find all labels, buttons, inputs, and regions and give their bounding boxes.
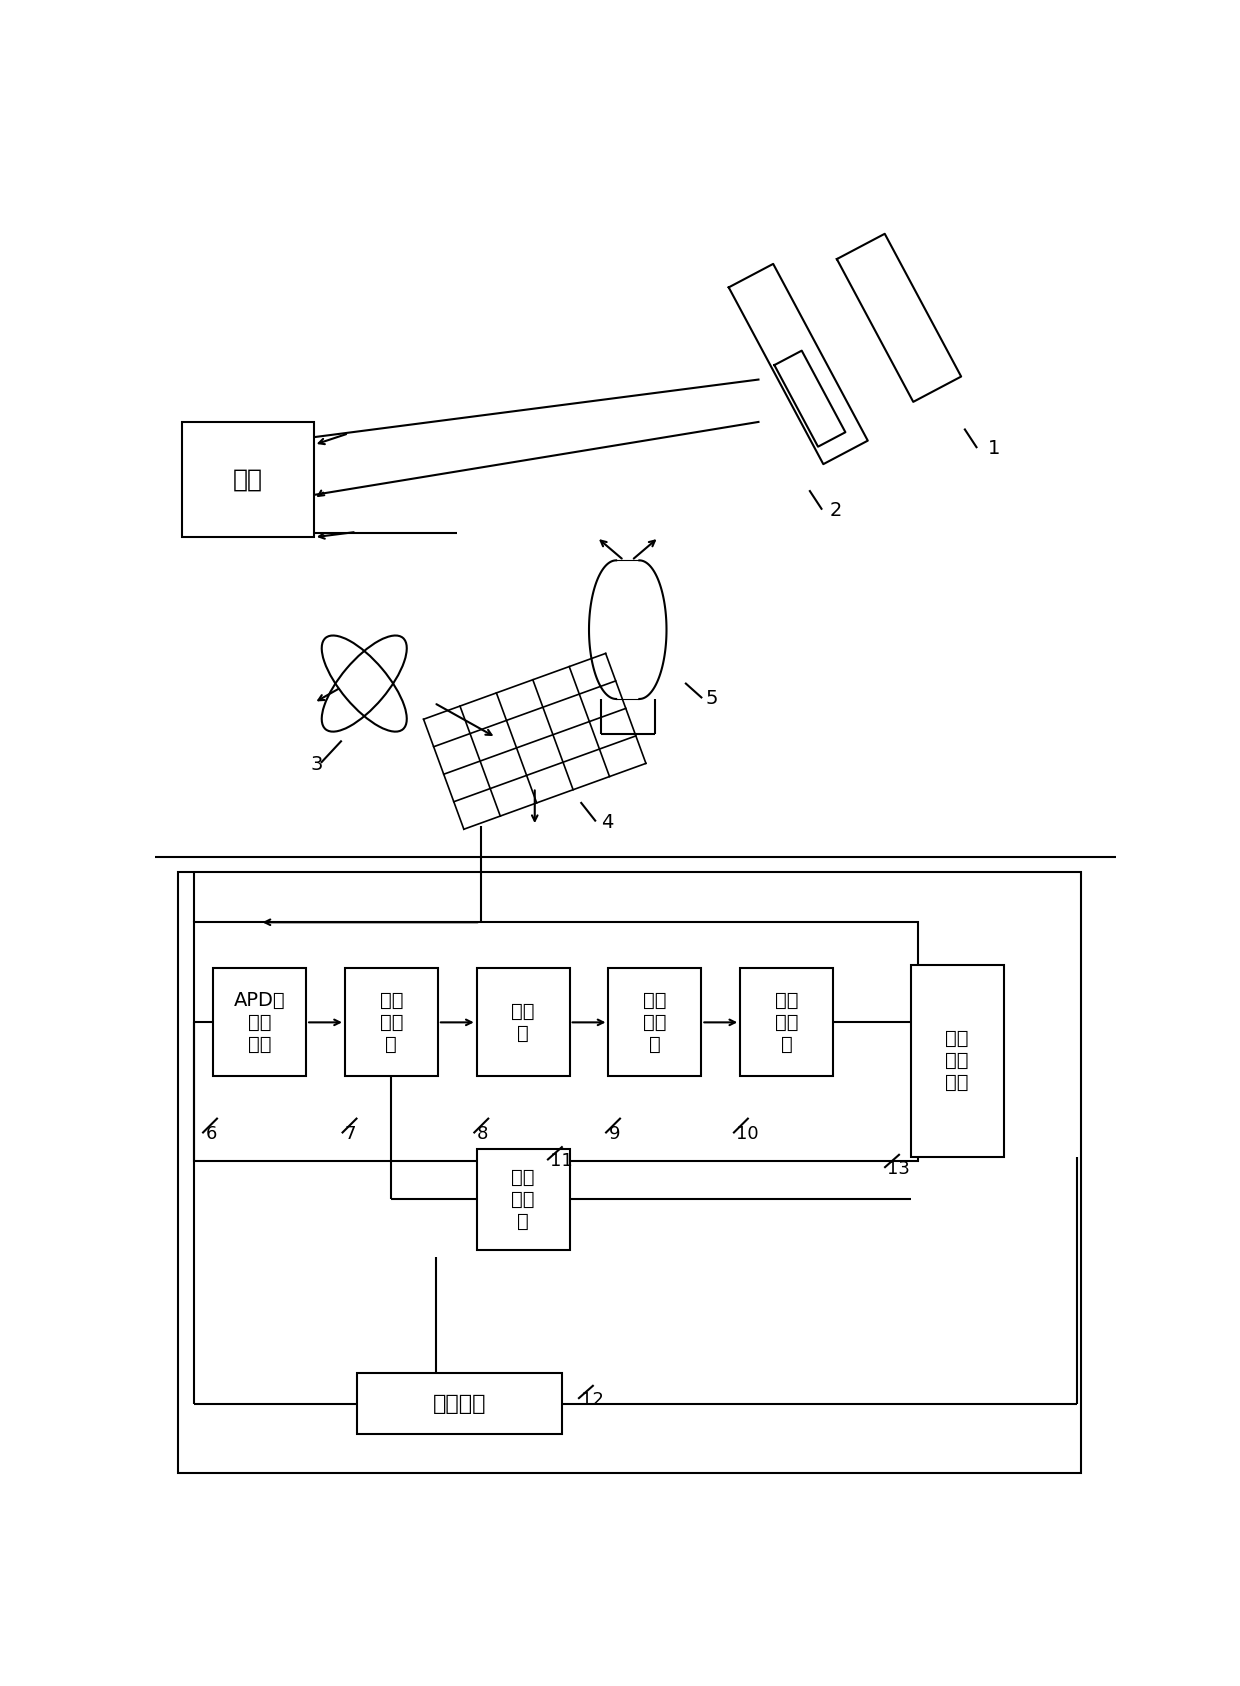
Text: 3: 3 [310,755,322,774]
Text: 5: 5 [706,690,718,708]
Text: 目标: 目标 [233,467,263,492]
Bar [182,422,314,538]
Bar [345,968,438,1076]
Text: 4: 4 [600,813,613,831]
Text: 10: 10 [737,1125,759,1143]
Text: 11: 11 [551,1152,573,1170]
Text: 6: 6 [206,1125,217,1143]
Text: APD单
点探
测器: APD单 点探 测器 [234,991,285,1054]
Bar [179,872,1081,1474]
Bar [609,968,702,1076]
Bar [740,968,833,1076]
Text: 1: 1 [988,440,1001,459]
Text: 9: 9 [609,1125,620,1143]
Bar [910,964,1003,1157]
Bar [476,968,569,1076]
Text: 图像
重构
系统: 图像 重构 系统 [945,1030,968,1093]
Text: 低通
滤波
器: 低通 滤波 器 [644,991,667,1054]
Text: 12: 12 [582,1391,604,1409]
Text: 控制系统: 控制系统 [433,1394,486,1413]
Text: 7: 7 [345,1125,356,1143]
Text: 模数
转换
器: 模数 转换 器 [775,991,799,1054]
Bar [476,1150,569,1249]
Text: 高通
滤波
器: 高通 滤波 器 [379,991,403,1054]
Text: 2: 2 [830,501,842,519]
Text: 13: 13 [888,1160,910,1177]
Text: 乘法
器: 乘法 器 [511,1001,534,1044]
Bar [193,922,919,1162]
Text: 8: 8 [476,1125,489,1143]
Bar [357,1372,562,1435]
Bar [213,968,306,1076]
Text: 模数
转换
器: 模数 转换 器 [511,1168,534,1231]
